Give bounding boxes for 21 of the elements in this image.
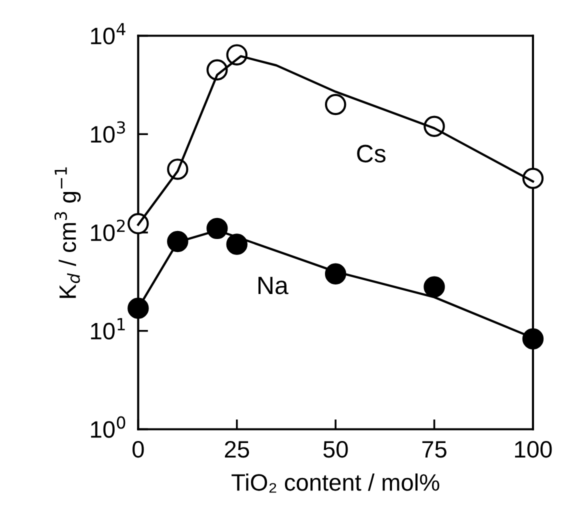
y-tick-label: 10$^{3}$ — [91, 121, 125, 143]
y-axis-title: K$_{d}$ / cm$^{3}$ g$^{−1}$ — [54, 167, 81, 298]
point — [522, 328, 544, 350]
point — [424, 276, 445, 298]
annotation: Na — [258, 276, 288, 294]
x-tick-label: 50 — [323, 440, 348, 458]
y-tick-label: 10$^{2}$ — [91, 220, 125, 242]
point — [522, 168, 544, 189]
point — [226, 234, 248, 255]
y-tick-label: 10$^{0}$ — [91, 416, 126, 438]
point — [128, 213, 149, 234]
point — [324, 94, 346, 116]
point — [128, 298, 149, 319]
x-axis-title: TiO₂ content / mol% — [232, 473, 440, 493]
y-tick-label: 10$^{4}$ — [91, 23, 126, 44]
annotation: Cs — [357, 144, 386, 162]
x-tick-label: 25 — [224, 440, 250, 458]
x-tick-label: 75 — [422, 441, 446, 458]
x-tick-label: 0 — [132, 440, 144, 458]
x-tick-label: 100 — [515, 440, 552, 458]
y-tick-label: 10$^{1}$ — [91, 318, 125, 340]
